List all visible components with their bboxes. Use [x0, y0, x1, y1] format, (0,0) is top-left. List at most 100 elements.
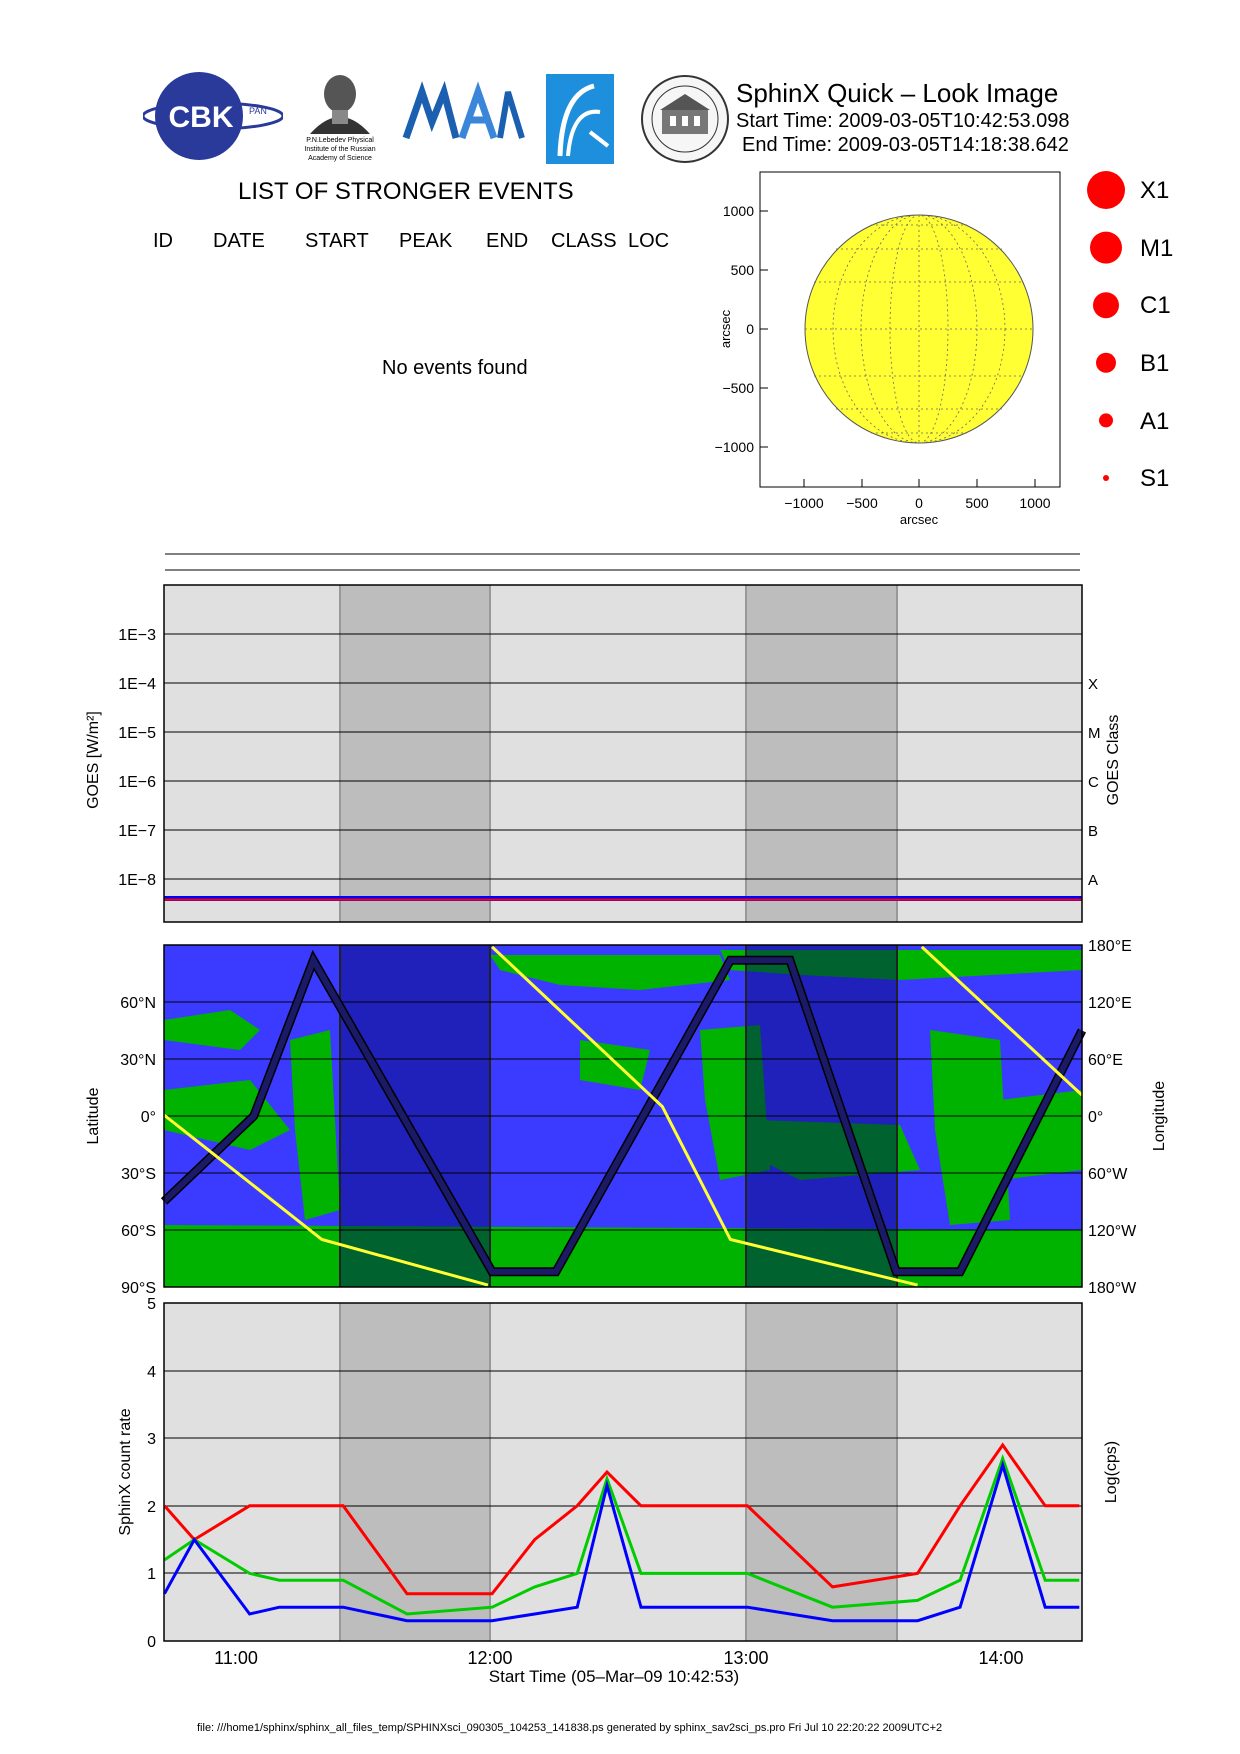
- sphinx-ylabel: SphinX count rate: [117, 1408, 134, 1535]
- sphinx-ylabel-right: Log(cps): [1103, 1441, 1120, 1503]
- lebedev-caption-3: Academy of Science: [308, 155, 372, 162]
- page-title: SphinX Quick – Look Image: [736, 78, 1059, 108]
- sun-xlabel: arcsec: [900, 512, 939, 527]
- col-id: ID: [153, 230, 173, 252]
- goes-ytick: 1E−7: [118, 823, 156, 840]
- orbit-panel: 60°N 30°N 0° 30°S 60°S 90°S 180°E 120°E …: [85, 938, 1168, 1297]
- goes-ytick: 1E−4: [118, 676, 156, 693]
- no-events-message: No events found: [382, 357, 528, 379]
- lat-tick: 30°S: [121, 1166, 156, 1183]
- goes-ylabel-right: GOES Class: [1105, 715, 1122, 806]
- legend-s1: S1: [1140, 465, 1169, 492]
- sun-map: −1000 −500 0 500 1000 arcsec 1000 500 0 …: [715, 171, 1061, 527]
- sun-ytick: −1000: [715, 439, 755, 455]
- sun-xtick: 1000: [1019, 495, 1050, 511]
- legend-dot-c1: [1093, 292, 1119, 319]
- col-end: END: [486, 230, 529, 252]
- goes-class-a: A: [1088, 872, 1098, 889]
- orbit-green-regions: [164, 950, 1082, 1287]
- sun-ytick: −500: [722, 380, 754, 396]
- sun-ylabel: arcsec: [718, 309, 733, 348]
- col-start: START: [305, 230, 369, 252]
- col-date: DATE: [213, 230, 265, 252]
- goes-panel: 1E−3 1E−4 1E−5 1E−6 1E−7 1E−8 X M C B A …: [85, 584, 1122, 923]
- sphinx-ytick: 3: [147, 1431, 156, 1448]
- lon-tick: 120°W: [1088, 1223, 1137, 1240]
- sun-disk: [804, 214, 1034, 444]
- lon-tick: 180°W: [1088, 1280, 1137, 1297]
- goes-class-b: B: [1088, 823, 1098, 840]
- footer-file-info: file: ///home1/sphinx/sphinx_all_files_t…: [197, 1722, 943, 1734]
- legend-dot-x1: [1087, 171, 1125, 209]
- latitude-track: [161, 953, 1085, 1275]
- sphinx-ytick: 2: [147, 1499, 156, 1516]
- sun-xtick: 500: [965, 495, 989, 511]
- cbk-logo: CBK PAN: [143, 72, 283, 160]
- goes-ytick: 1E−6: [118, 774, 156, 791]
- sphinx-series-line: [163, 1459, 1080, 1623]
- lat-tick: 60°S: [121, 1223, 156, 1240]
- lon-tick: 60°E: [1088, 1052, 1123, 1069]
- longitude-track: [163, 1113, 489, 1287]
- sphinx-ytick: 4: [147, 1364, 156, 1381]
- mfti-logo: [402, 80, 525, 140]
- sphinx-series-line: [163, 1442, 1080, 1596]
- goes-class-c: C: [1088, 774, 1099, 791]
- goes-ytick: 1E−3: [118, 627, 156, 644]
- legend-dot-a1: [1099, 413, 1113, 428]
- legend-m1: M1: [1140, 235, 1173, 262]
- sun-ytick: 1000: [723, 203, 754, 219]
- sphinx-xtick: 12:00: [467, 1648, 512, 1668]
- institute-logo: [546, 74, 614, 164]
- lat-tick: 90°S: [121, 1280, 156, 1297]
- goes-ylabel: GOES [W/m²]: [85, 711, 102, 809]
- sphinx-ytick: 5: [147, 1296, 156, 1313]
- lon-tick: 120°E: [1088, 995, 1132, 1012]
- sphinx-xtick: 11:00: [214, 1648, 258, 1668]
- sphinx-ytick: 1: [147, 1566, 156, 1583]
- goes-class-m: M: [1088, 725, 1101, 742]
- lebedev-caption-1: P.N.Lebedev Physical: [306, 137, 374, 144]
- plots: 1E−3 1E−4 1E−5 1E−6 1E−7 1E−8 X M C B A …: [85, 584, 1168, 1686]
- lat-tick: 0°: [141, 1109, 156, 1126]
- longitude-track: [920, 945, 1084, 1097]
- university-seal: [641, 75, 729, 163]
- legend-b1: B1: [1140, 350, 1169, 377]
- cbk-logo-sub: PAN: [249, 106, 267, 116]
- legend-x1: X1: [1140, 177, 1169, 204]
- cbk-logo-text: CBK: [169, 101, 234, 134]
- lon-tick: 0°: [1088, 1109, 1103, 1126]
- lat-tick: 30°N: [120, 1052, 156, 1069]
- longitude-track: [491, 945, 918, 1287]
- sun-xtick: 0: [915, 495, 923, 511]
- lon-tick: 60°W: [1088, 1166, 1128, 1183]
- events-title: LIST OF STRONGER EVENTS: [238, 178, 574, 205]
- legend-dot-m1: [1090, 231, 1122, 264]
- sun-xtick: −1000: [784, 495, 824, 511]
- start-time: Start Time: 2009-03-05T10:42:53.098: [736, 110, 1070, 132]
- orbit-ylabel-right: Longitude: [1151, 1081, 1168, 1151]
- col-loc: LOC: [628, 230, 670, 252]
- sphinx-series-line: [163, 1453, 1080, 1616]
- goes-ytick: 1E−5: [118, 725, 156, 742]
- end-time: End Time: 2009-03-05T14:18:38.642: [742, 134, 1069, 156]
- sun-ytick: 0: [746, 321, 754, 337]
- lat-tick: 60°N: [120, 995, 156, 1012]
- sun-ytick: 500: [731, 262, 755, 278]
- orbit-ylabel: Latitude: [85, 1087, 102, 1144]
- lebedev-caption-2: Institute of the Russian: [304, 146, 375, 153]
- separator: [165, 553, 1080, 571]
- col-class: CLASS: [551, 230, 617, 252]
- sphinx-xtick: 13:00: [723, 1648, 768, 1668]
- legend-a1: A1: [1140, 408, 1169, 435]
- sphinx-ytick: 0: [147, 1634, 156, 1651]
- goes-class-x: X: [1088, 676, 1098, 693]
- legend-dot-b1: [1096, 352, 1116, 373]
- lebedev-logo: P.N.Lebedev Physical Institute of the Ru…: [304, 75, 376, 162]
- col-peak: PEAK: [399, 230, 453, 252]
- lon-tick: 180°E: [1088, 938, 1132, 955]
- flare-class-legend: X1 M1 C1 B1 A1 S1: [1087, 171, 1173, 492]
- sphinx-panel: 0 1 2 3 4 5 11:00 12:00 13:00 14:00 Star…: [117, 1296, 1120, 1686]
- sun-xtick: −500: [846, 495, 878, 511]
- sphinx-xlabel: Start Time (05–Mar–09 10:42:53): [489, 1667, 739, 1686]
